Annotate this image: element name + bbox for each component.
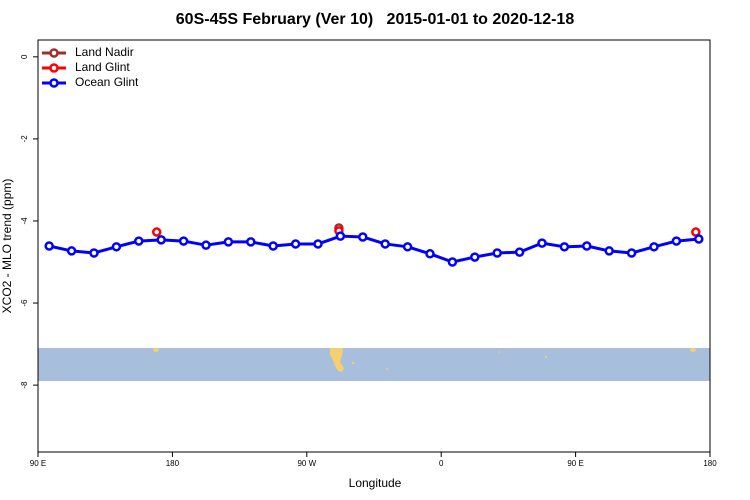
y-tick-label: -8 [20,381,29,389]
data-point [402,242,413,252]
data-point [335,231,346,241]
data-point [89,248,99,258]
data-point [358,232,368,242]
y-tick-label: -6 [20,299,29,307]
data-point [537,238,547,248]
x-tick-label: 180 [166,459,180,468]
x-tick-label: 180 [703,459,717,468]
data-point [268,241,278,251]
land-shapes [153,348,696,372]
data-point [559,242,570,252]
map-strip [38,348,710,381]
data-point [66,246,77,256]
data-point [694,234,704,244]
y-tick-label: -4 [20,217,29,225]
data-point [151,227,162,237]
legend-marker [49,63,59,73]
data-point [649,242,659,252]
data-point [111,242,122,252]
y-axis-title: XCO2 - MLO trend (ppm) [0,179,14,314]
x-axis-title: Longitude [349,476,402,490]
data-point [44,241,54,251]
data-point [671,236,682,246]
legend-marker [49,78,59,88]
data-point [156,235,166,245]
plot-frame [37,39,711,453]
data-point [380,239,390,249]
ocean-band [38,348,710,381]
y-tick-label: 0 [20,54,29,59]
y-tick-label: -2 [20,135,29,143]
data-point [290,239,301,249]
data-point [246,237,256,247]
x-tick-label: 90 E [567,459,583,468]
x-tick-label: 0 [439,459,444,468]
x-tick-label: 90 W [297,459,316,468]
legend-label: Land Glint [75,60,130,74]
data-point [313,239,323,249]
x-tick-label: 90 E [30,459,46,468]
data-point [201,240,211,250]
data-point [604,246,614,256]
legend-marker [49,48,59,58]
data-point [514,247,525,257]
data-point [470,252,480,262]
data-point [223,237,234,247]
data-point [447,257,458,267]
legend-label: Land Nadir [75,45,134,59]
data-point [582,241,592,251]
data-point [425,249,435,259]
chart-title: 60S-45S February (Ver 10) 2015-01-01 to … [176,11,575,28]
data-point [626,248,637,258]
data-point [492,248,502,258]
legend-label: Ocean Glint [75,75,139,89]
data-point [134,236,144,246]
data-point [178,236,189,246]
